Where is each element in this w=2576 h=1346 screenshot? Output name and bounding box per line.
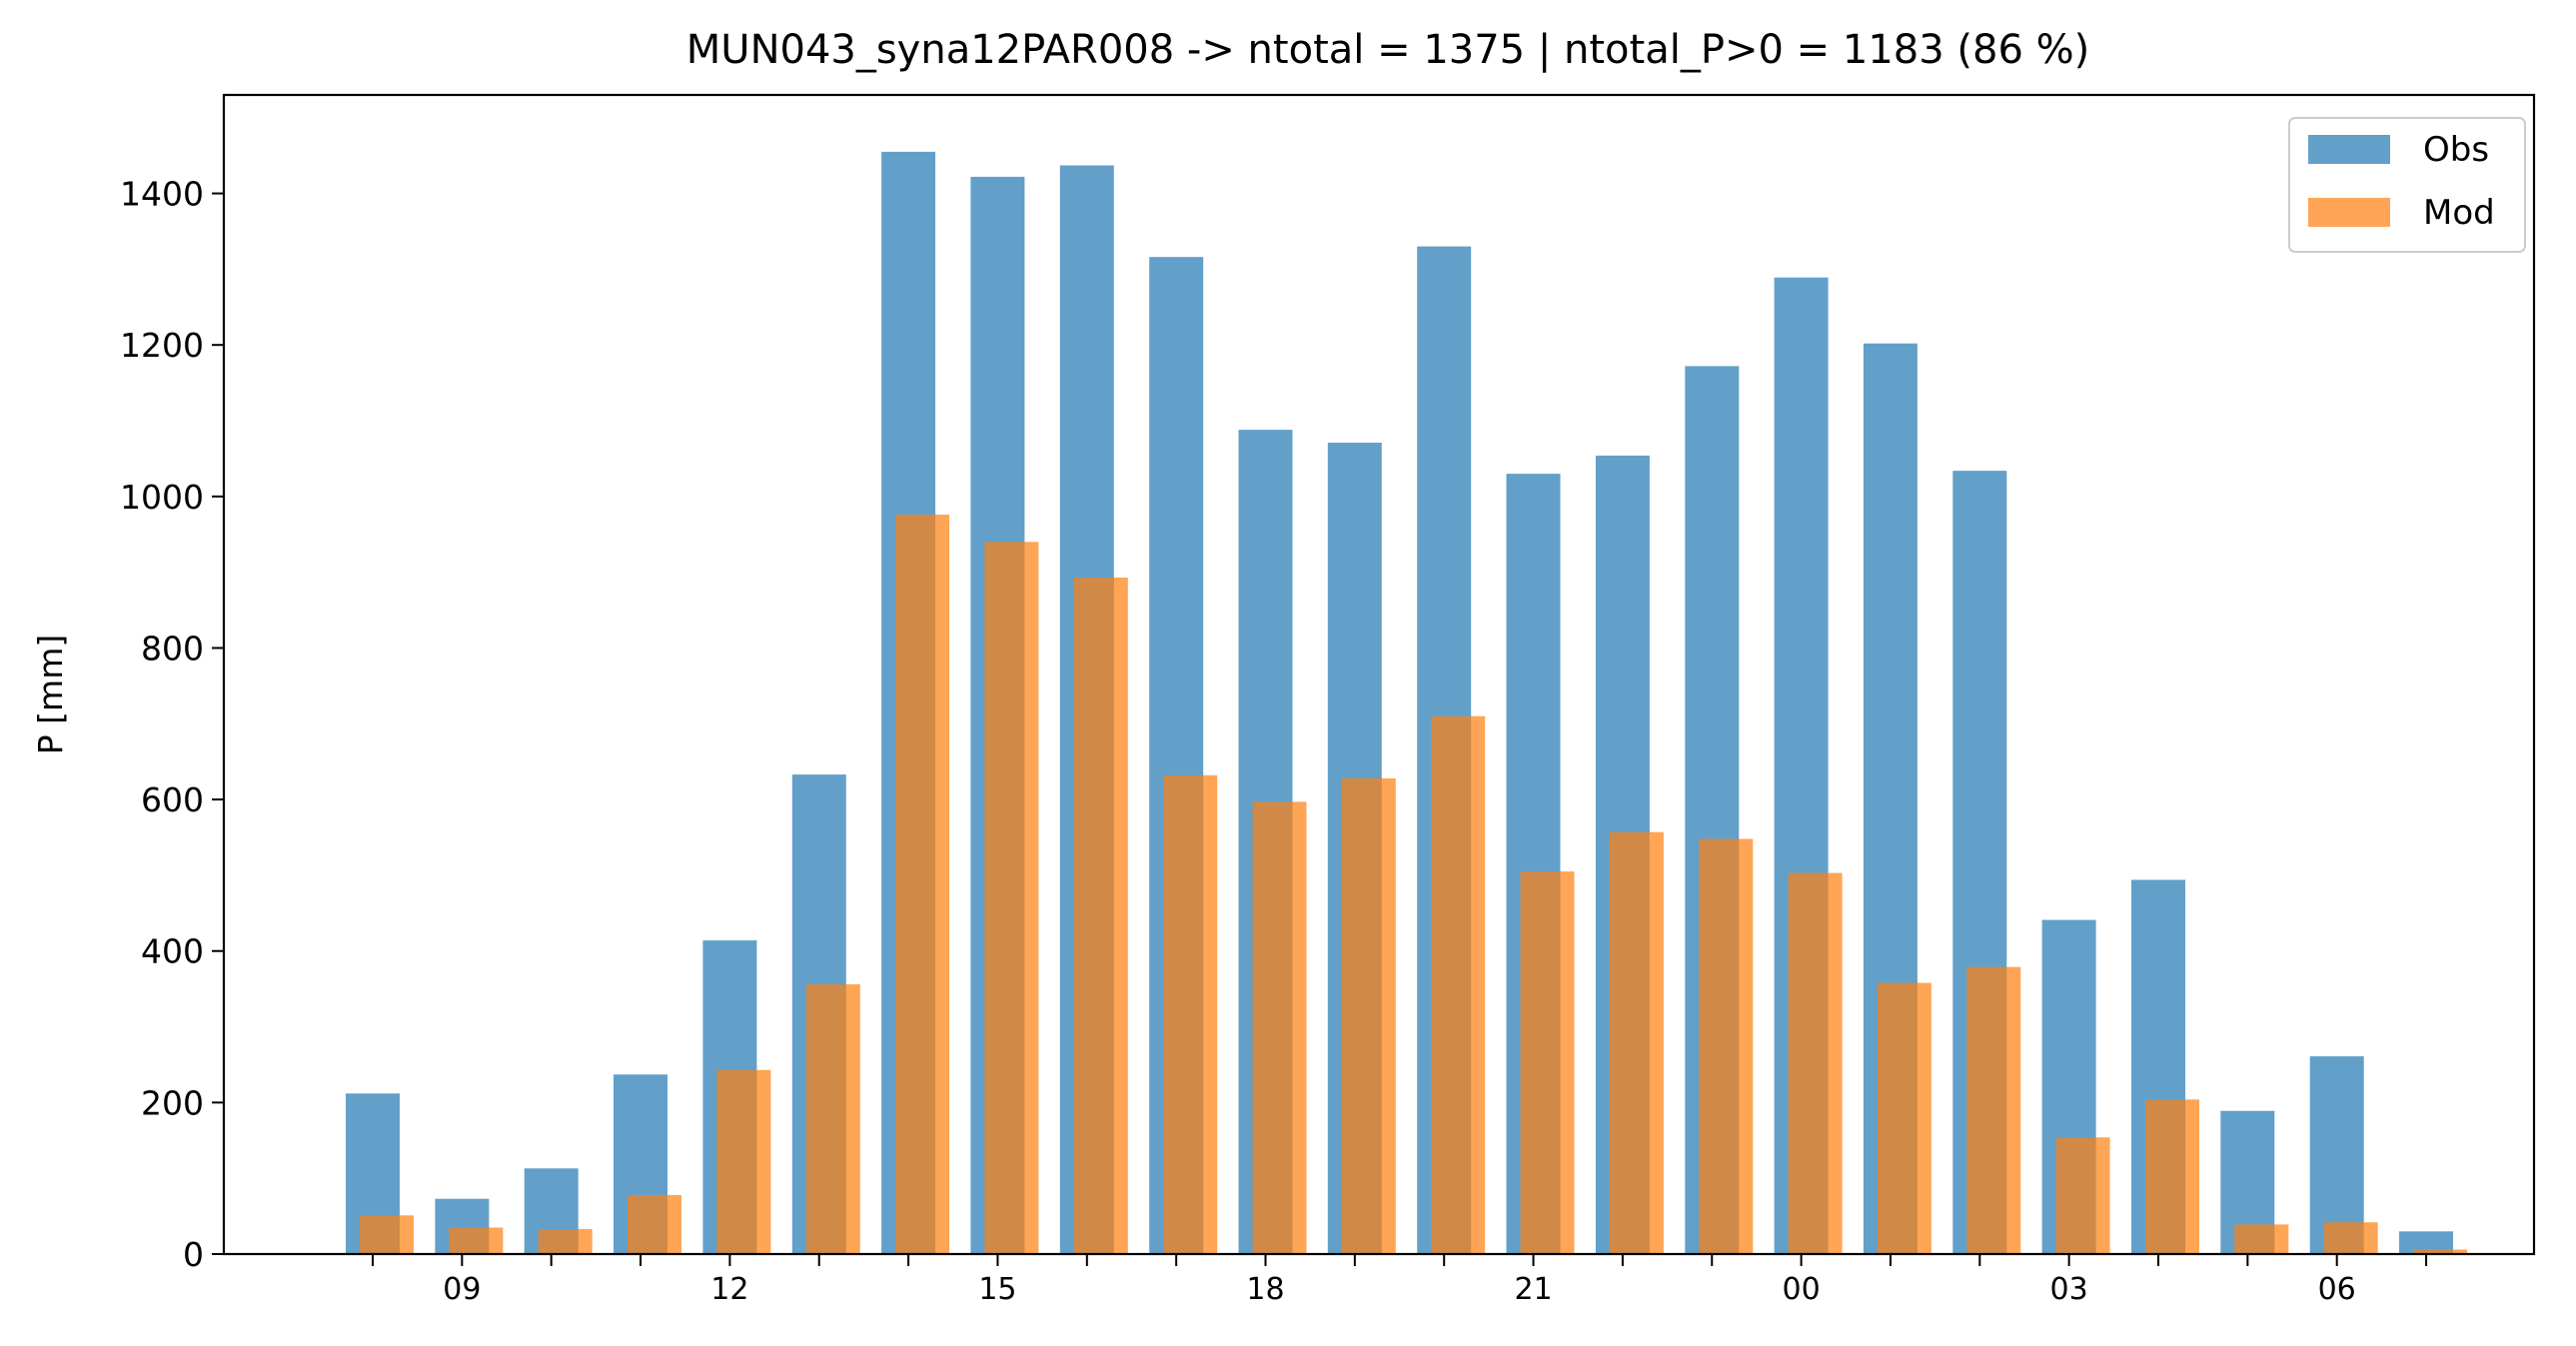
legend-swatch-mod (2308, 198, 2390, 227)
bar-mod-17 (1163, 774, 1218, 1254)
plot-frame (222, 93, 2536, 1256)
bar-mod-23 (1699, 838, 1754, 1254)
legend-label-mod: Mod (2423, 193, 2495, 233)
y-tick-label: 600 (141, 780, 204, 819)
x-tick-label: 09 (443, 1272, 481, 1307)
bar-mod-18 (1252, 801, 1307, 1254)
bar-obs-06 (2309, 1056, 2364, 1254)
legend-label-obs: Obs (2423, 130, 2489, 170)
y-tick-label: 800 (141, 629, 204, 668)
y-tick-label: 400 (141, 932, 204, 971)
bar-mod-22 (1609, 831, 1664, 1254)
chart-title: MUN043_syna12PAR008 -> ntotal = 1375 | n… (686, 27, 2089, 73)
bar-mod-20 (1431, 715, 1486, 1254)
y-tick-label: 200 (141, 1083, 204, 1122)
x-tick-label: 06 (2318, 1272, 2356, 1307)
bar-mod-21 (1520, 871, 1575, 1254)
y-tick-label: 1200 (120, 326, 204, 365)
bar-mod-06 (2323, 1222, 2378, 1254)
bar-mod-12 (716, 1069, 771, 1254)
x-tick-label: 12 (710, 1272, 748, 1307)
axes-group: 0 200 400 600 800 1000 1200 1400 09 12 15 18 21 00 03 0… (120, 93, 2536, 1307)
x-tick-label: 15 (978, 1272, 1016, 1307)
bars-group (346, 151, 2467, 1255)
legend-swatch-obs (2308, 135, 2390, 164)
legend: Obs Mod (2288, 117, 2526, 253)
bar-mod-14 (895, 515, 950, 1254)
bar-mod-02 (1966, 966, 2021, 1254)
bar-mod-05 (2234, 1224, 2289, 1254)
bar-mod-03 (2055, 1137, 2110, 1254)
bar-mod-13 (805, 984, 860, 1254)
bar-mod-04 (2145, 1099, 2199, 1254)
bar-mod-07 (2413, 1249, 2467, 1254)
bar-mod-00 (1788, 872, 1843, 1254)
bar-mod-16 (1073, 578, 1128, 1254)
bar-mod-09 (449, 1227, 504, 1254)
x-tick-label: 00 (1783, 1272, 1821, 1307)
y-tick-label: 1000 (120, 478, 204, 517)
bar-mod-10 (538, 1229, 593, 1254)
bar-mod-11 (628, 1194, 681, 1254)
bar-obs-07 (2399, 1231, 2453, 1254)
y-tick-label: 0 (183, 1235, 204, 1274)
bar-mod-15 (984, 542, 1039, 1254)
y-axis-label: P [mm] (31, 635, 70, 754)
bar-mod-01 (1877, 982, 1932, 1254)
bar-mod-19 (1341, 777, 1396, 1254)
x-tick-label: 18 (1246, 1272, 1284, 1307)
x-tick-label: 03 (2050, 1272, 2088, 1307)
x-tick-label: 21 (1514, 1272, 1552, 1307)
y-tick-label: 1400 (120, 175, 204, 214)
bar-mod-08 (360, 1215, 414, 1254)
